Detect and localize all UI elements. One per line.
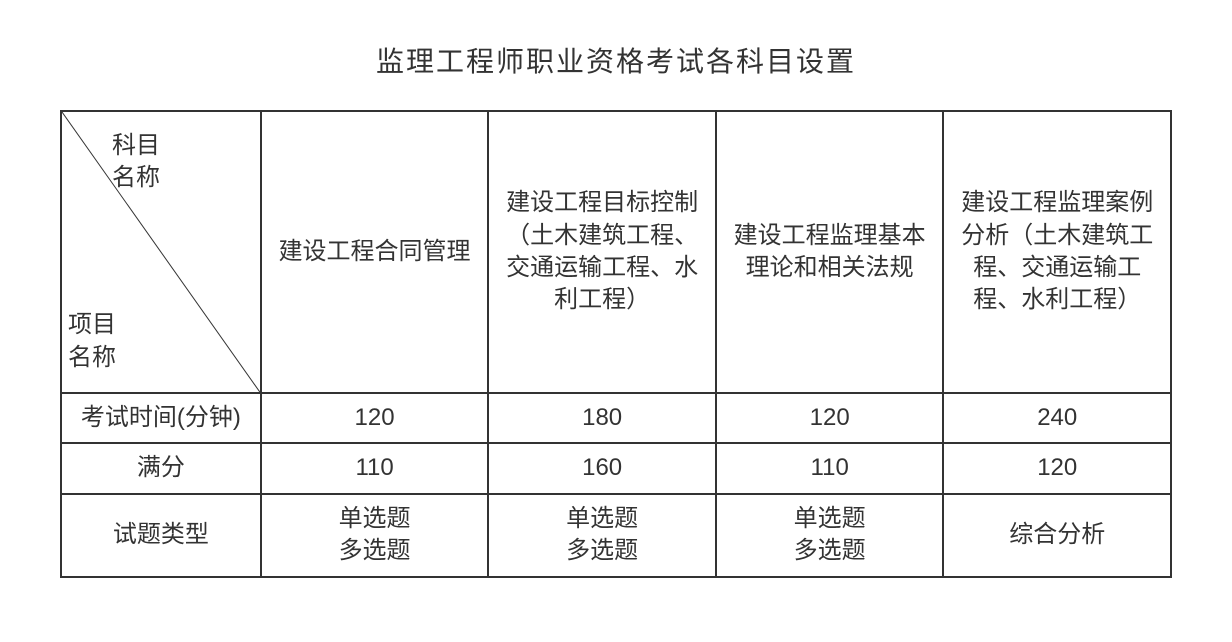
- header-row: 科目名称 项目名称 建设工程合同管理 建设工程目标控制（土木建筑工程、交通运输工…: [61, 111, 1171, 393]
- cell-value: 综合分析: [943, 494, 1171, 577]
- cell-value: 单选题多选题: [488, 494, 716, 577]
- page-title: 监理工程师职业资格考试各科目设置: [60, 40, 1172, 80]
- table-row: 考试时间(分钟) 120 180 120 240: [61, 393, 1171, 443]
- cell-value: 110: [261, 443, 489, 493]
- cell-value: 单选题多选题: [261, 494, 489, 577]
- subject-header: 建设工程监理基本理论和相关法规: [716, 111, 944, 393]
- cell-value: 单选题多选题: [716, 494, 944, 577]
- cell-value: 180: [488, 393, 716, 443]
- cell-value: 240: [943, 393, 1171, 443]
- cell-value: 120: [261, 393, 489, 443]
- table-row: 满分 110 160 110 120: [61, 443, 1171, 493]
- subjects-table: 科目名称 项目名称 建设工程合同管理 建设工程目标控制（土木建筑工程、交通运输工…: [60, 110, 1172, 578]
- corner-top-label: 科目名称: [112, 130, 160, 195]
- subject-header: 建设工程监理案例分析（土木建筑工程、交通运输工程、水利工程）: [943, 111, 1171, 393]
- cell-value: 160: [488, 443, 716, 493]
- cell-value: 120: [943, 443, 1171, 493]
- row-label: 满分: [61, 443, 261, 493]
- corner-bottom-label: 项目名称: [68, 309, 116, 374]
- subject-header: 建设工程合同管理: [261, 111, 489, 393]
- row-label: 试题类型: [61, 494, 261, 577]
- table-row: 试题类型 单选题多选题 单选题多选题 单选题多选题 综合分析: [61, 494, 1171, 577]
- cell-value: 120: [716, 393, 944, 443]
- cell-value: 110: [716, 443, 944, 493]
- row-label: 考试时间(分钟): [61, 393, 261, 443]
- subject-header: 建设工程目标控制（土木建筑工程、交通运输工程、水利工程）: [488, 111, 716, 393]
- corner-cell: 科目名称 项目名称: [61, 111, 261, 393]
